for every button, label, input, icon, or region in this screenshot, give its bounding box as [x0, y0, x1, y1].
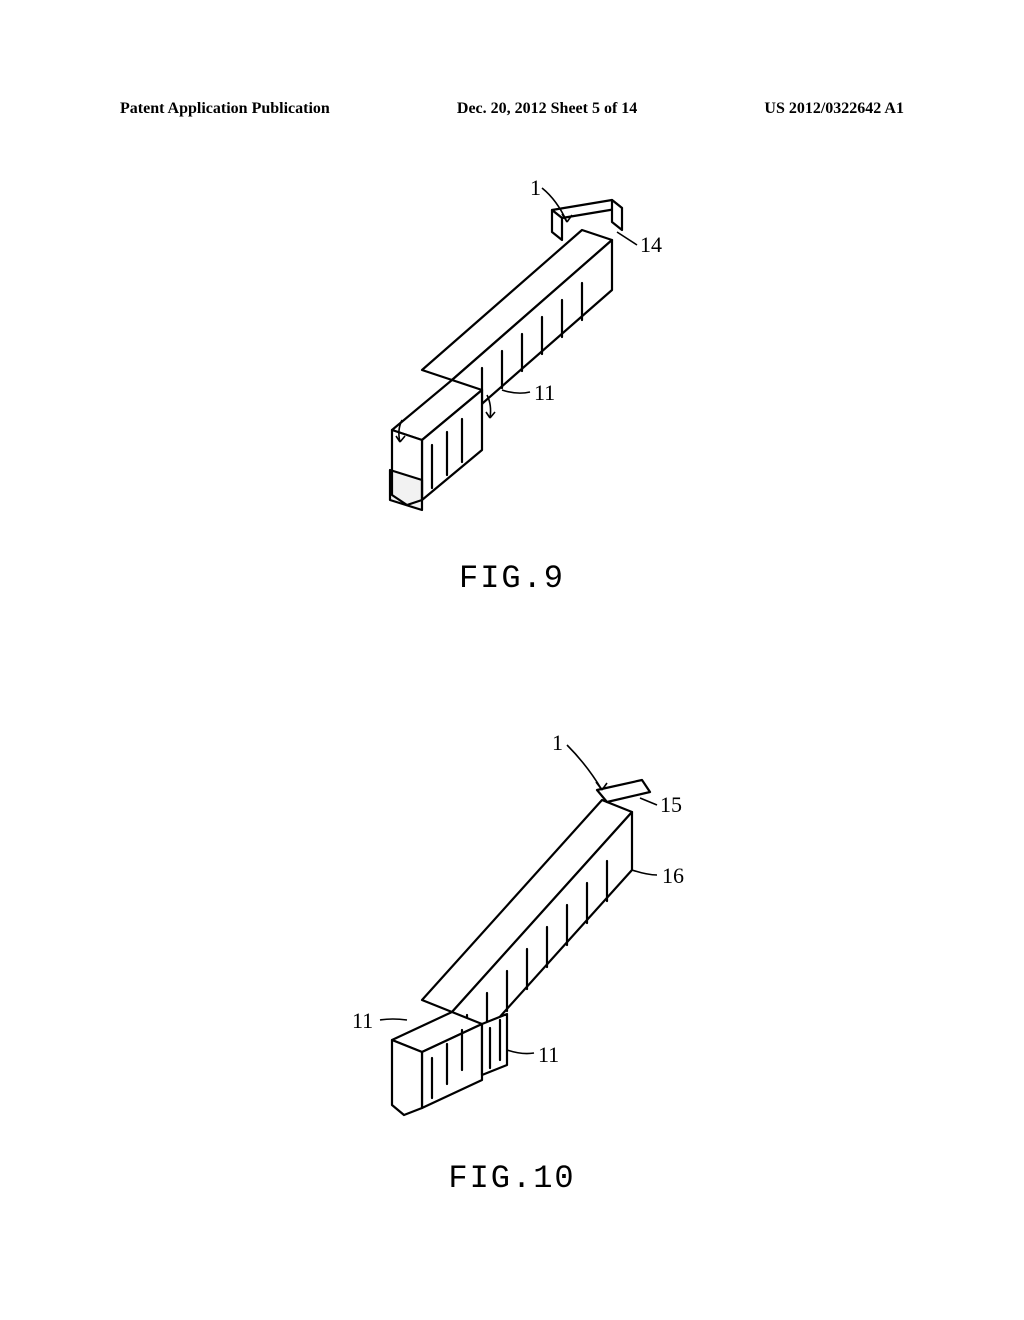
figure-10-drawing: 1 15 16 11 11 — [332, 720, 692, 1145]
ref-16-fig10: 16 — [662, 863, 684, 889]
ref-11b-fig10: 11 — [538, 1042, 559, 1068]
ref-1-fig9: 1 — [530, 175, 541, 201]
figure-9-drawing: 1 14 11 — [352, 170, 672, 535]
ref-11-fig9: 11 — [534, 380, 555, 406]
figure-10-container: 1 15 16 11 11 FIG.10 — [0, 680, 1024, 1240]
header-left: Patent Application Publication — [120, 100, 330, 118]
figure-9-label: FIG.9 — [0, 560, 1024, 597]
header-right: US 2012/0322642 A1 — [764, 100, 904, 118]
ref-1-fig10: 1 — [552, 730, 563, 756]
figure-10-label: FIG.10 — [0, 1160, 1024, 1197]
page-header: Patent Application Publication Dec. 20, … — [0, 100, 1024, 118]
ref-14-fig9: 14 — [640, 232, 662, 258]
header-center: Dec. 20, 2012 Sheet 5 of 14 — [457, 100, 637, 118]
ref-11a-fig10: 11 — [352, 1008, 373, 1034]
ref-15-fig10: 15 — [660, 792, 682, 818]
figure-9-container: 1 14 11 FIG.9 — [0, 160, 1024, 640]
